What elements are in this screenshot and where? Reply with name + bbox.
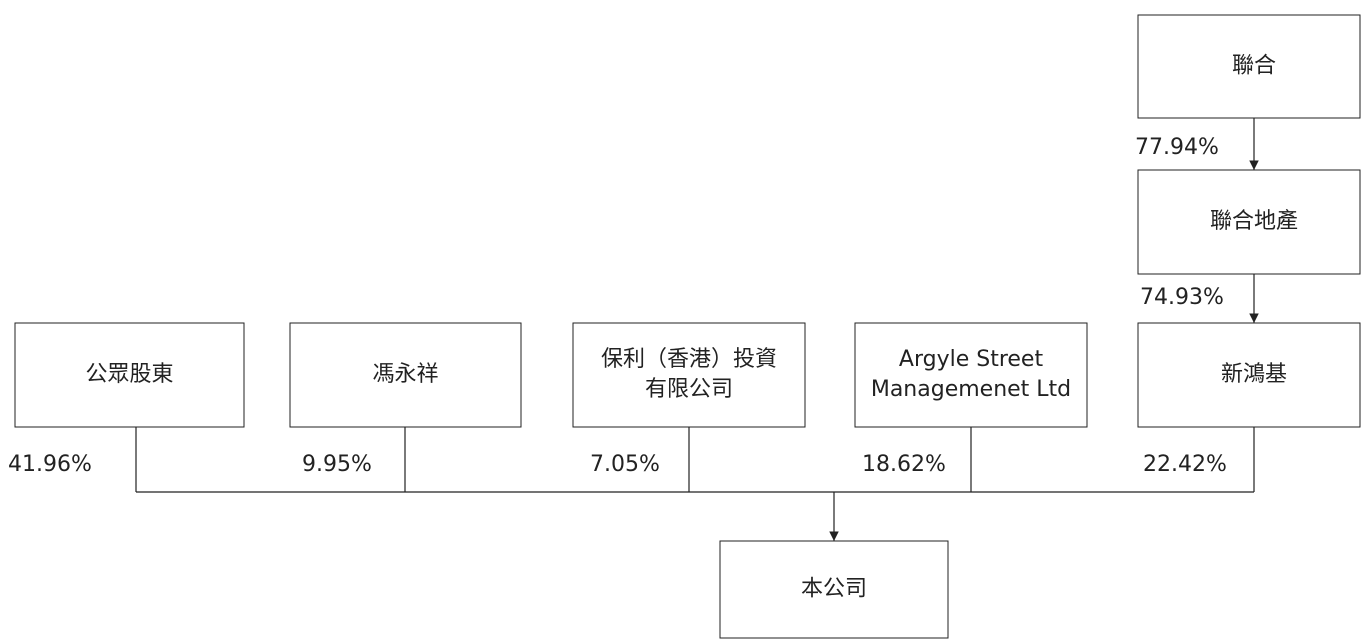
percentage-label: 74.93% [1140,285,1224,310]
node-box [854,322,1088,428]
node-label: Argyle Street [899,347,1044,372]
node-label: 聯合地產 [1210,209,1298,234]
percentage-label: 9.95% [302,452,372,477]
percentage-label: 7.05% [590,452,660,477]
node-box [1137,169,1361,275]
node-label: 本公司 [801,577,867,602]
node-label: 聯合 [1232,54,1276,79]
node-box [14,322,245,428]
node-label: 有限公司 [645,377,733,402]
node-label: 保利（香港）投資 [601,347,777,372]
percentage-label: 18.62% [862,452,946,477]
node-box [1137,322,1361,428]
node-box [289,322,522,428]
node-box [719,540,949,639]
percentage-label: 41.96% [8,452,92,477]
node-box [1137,14,1361,119]
node-box [572,322,806,428]
percentage-label: 77.94% [1135,135,1219,160]
node-label: Managemenet Ltd [871,377,1071,402]
node-label: 新鴻基 [1221,362,1287,387]
percentage-label: 22.42% [1143,452,1227,477]
node-label: 公眾股東 [85,362,173,387]
node-label: 馮永祥 [372,362,438,387]
